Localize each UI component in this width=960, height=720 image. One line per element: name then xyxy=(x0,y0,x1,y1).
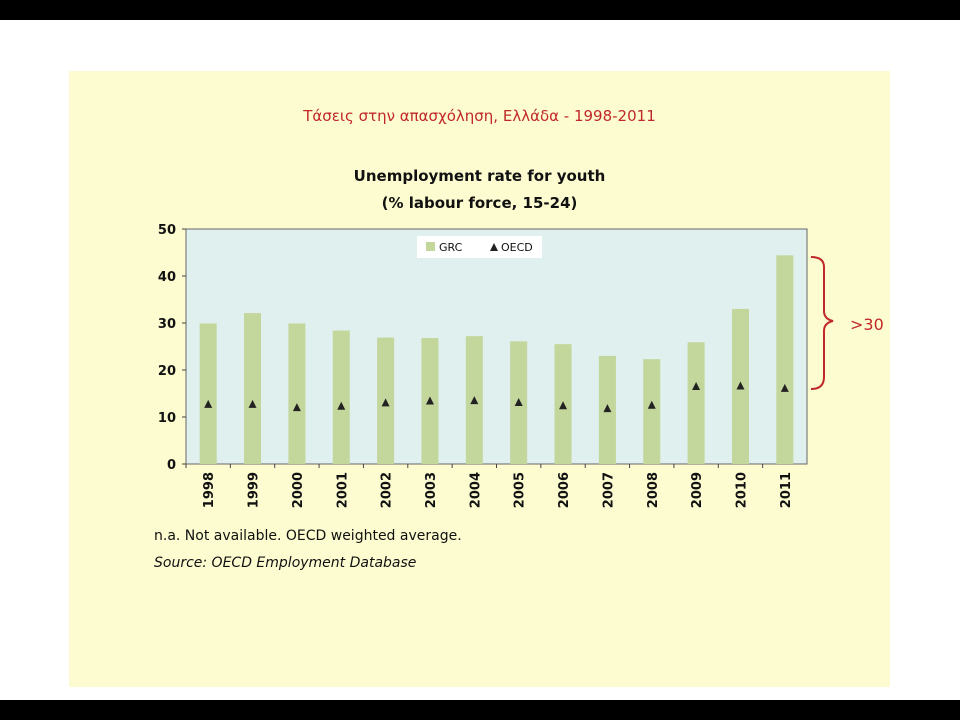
y-tick-label: 0 xyxy=(167,458,176,473)
x-tick-label: 2005 xyxy=(513,472,528,508)
chart-panel: Τάσεις στην απασχόληση, Ελλάδα - 1998-20… xyxy=(69,71,890,687)
marker-oecd-2004 xyxy=(470,396,479,405)
marker-oecd-2001 xyxy=(337,401,346,410)
chart-subtitle: (% labour force, 15-24) xyxy=(381,194,578,212)
x-tick-label: 2008 xyxy=(646,472,661,508)
marker-oecd-2007 xyxy=(603,404,612,413)
marker-oecd-2009 xyxy=(692,381,701,390)
marker-oecd-2003 xyxy=(425,396,434,405)
bar-grc-2011 xyxy=(776,255,794,464)
slide: Τάσεις στην απασχόληση, Ελλάδα - 1998-20… xyxy=(0,20,960,700)
legend-oecd-label: OECD xyxy=(501,241,533,254)
x-tick-label: 2003 xyxy=(424,472,439,508)
x-tick-label: 2006 xyxy=(557,472,572,508)
bar-chart: 0 10 20 30 40 50 1998 1999 2000 2001 2002 2003 2004… xyxy=(158,223,834,508)
chart-title-block: Unemployment rate for youth (% labour fo… xyxy=(69,163,890,217)
y-tick-label: 30 xyxy=(158,317,176,332)
footnote: n.a. Not available. OECD weighted averag… xyxy=(154,528,462,544)
marker-oecd-2006 xyxy=(559,401,568,410)
marker-oecd-2008 xyxy=(647,400,656,409)
x-tick-label: 2007 xyxy=(601,472,616,508)
x-tick-label: 1999 xyxy=(247,472,262,508)
marker-oecd-2005 xyxy=(514,397,523,406)
plot-area xyxy=(185,228,808,465)
marker-oecd-2000 xyxy=(292,403,301,412)
legend: GRC OECD xyxy=(417,236,542,258)
annotation-label: >30 xyxy=(850,315,884,334)
x-tick-label: 2010 xyxy=(734,472,749,508)
legend-grc-swatch xyxy=(426,242,435,251)
x-tick-label: 2004 xyxy=(468,472,483,508)
x-axis: 1998 1999 2000 2001 2002 2003 2004 2005 2006 2007… xyxy=(185,464,794,508)
x-tick-label: 2001 xyxy=(335,472,350,508)
chart-title: Unemployment rate for youth xyxy=(353,167,606,185)
bar-grc-2008 xyxy=(643,359,661,464)
marker-oecd-2010 xyxy=(736,381,745,390)
y-tick-label: 50 xyxy=(158,223,176,238)
bar-grc-2000 xyxy=(288,323,306,464)
slide-title: Τάσεις στην απασχόληση, Ελλάδα - 1998-20… xyxy=(303,107,656,125)
legend-box xyxy=(417,236,542,258)
marker-oecd-1999 xyxy=(248,399,257,408)
bar-grc-1999 xyxy=(244,313,262,464)
y-axis: 0 10 20 30 40 50 xyxy=(158,223,186,473)
x-tick-label: 2002 xyxy=(380,472,395,508)
x-tick-label: 2000 xyxy=(291,472,306,508)
brace xyxy=(810,256,834,390)
y-tick-label: 10 xyxy=(158,411,176,426)
legend-grc-label: GRC xyxy=(439,241,463,254)
bar-grc-2009 xyxy=(687,342,705,464)
marker-oecd-1998 xyxy=(204,399,213,408)
oecd-markers xyxy=(204,381,789,413)
legend-oecd-marker xyxy=(490,243,498,251)
x-tick-label: 2009 xyxy=(690,472,705,508)
y-tick-label: 40 xyxy=(158,270,176,285)
marker-oecd-2002 xyxy=(381,398,390,407)
bar-grc-1998 xyxy=(199,323,217,464)
source-note: Source: OECD Employment Database xyxy=(154,555,417,571)
marker-oecd-2011 xyxy=(780,383,789,392)
y-tick-label: 20 xyxy=(158,364,176,379)
x-tick-label: 1998 xyxy=(202,472,217,508)
bar-grc-2001 xyxy=(332,330,350,464)
x-tick-label: 2011 xyxy=(779,472,794,508)
